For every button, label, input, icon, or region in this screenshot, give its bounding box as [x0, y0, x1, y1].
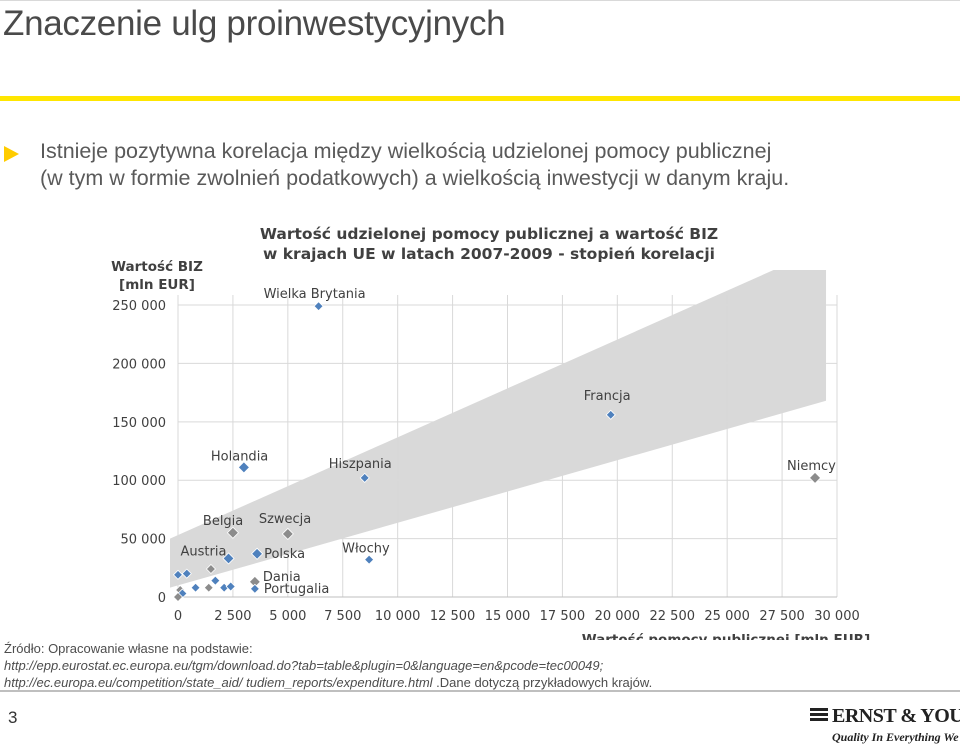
logo-tagline: Quality In Everything We Do: [832, 730, 960, 744]
ernst-young-logo: ERNST & YOUNG Quality In Everything We D…: [808, 704, 960, 744]
top-border: [0, 0, 960, 1]
axis-layer: 0 2 500 5 000 7 500 10 000 12 500 15 000 17 500…: [112, 299, 860, 624]
point-austria: [222, 552, 235, 565]
page-number: 3: [8, 708, 18, 727]
point-label: Szwecja: [259, 512, 311, 527]
source-url-2[interactable]: http://ec.europa.eu/competition/state_ai…: [4, 675, 433, 690]
x-tick-label: 22 500: [650, 609, 696, 624]
x-tick-label: 15 000: [485, 609, 531, 624]
footer-divider: [0, 690, 960, 692]
bullet-line-2: (w tym w formie zwolnień podatkowych) a …: [40, 166, 790, 190]
x-tick-label: 10 000: [375, 609, 421, 624]
point-belgia: [226, 526, 239, 539]
source-label: Źródło: Opracowanie własne na podstawie:: [4, 641, 253, 656]
labels-layer: Wielka Brytania Francja Holandia Hiszpania N…: [181, 287, 837, 597]
point-label: Niemcy: [787, 459, 836, 474]
source-tail: .Dane dotyczą przykładowych krajów.: [432, 675, 653, 690]
point: [210, 575, 221, 586]
y-tick-label: 50 000: [121, 533, 167, 548]
point-niemcy: [808, 471, 822, 484]
y-tick-label: 250 000: [112, 299, 166, 314]
point-label: Włochy: [342, 542, 390, 557]
x-tick-label: 30 000: [814, 609, 860, 624]
logo-bars-icon: [810, 708, 828, 724]
point-label: Francja: [584, 389, 631, 404]
x-tick-label: 7 500: [324, 609, 361, 624]
x-tick-label: 27 500: [759, 609, 805, 624]
x-tick-label: 5 000: [269, 609, 306, 624]
point: [225, 581, 236, 592]
point: [181, 568, 192, 579]
source-note: Źródło: Opracowanie własne na podstawie:…: [4, 640, 724, 691]
point-portugalia: [249, 583, 260, 594]
y-tick-label: 200 000: [112, 357, 166, 372]
x-tick-label: 20 000: [595, 609, 641, 624]
point-włochy: [364, 554, 375, 565]
logo-wordmark: ERNST & YOUNG: [832, 705, 960, 727]
point-francja: [605, 409, 616, 420]
point-label: Hiszpania: [329, 457, 392, 472]
bullet-line-1: Istnieje pozytywna korelacja między wiel…: [40, 139, 772, 163]
chart-title-line-2: w krajach UE w latach 2007-2009 - stopie…: [263, 245, 715, 263]
point-polska: [251, 547, 264, 560]
y-tick-label: 150 000: [112, 416, 166, 431]
point: [172, 591, 184, 603]
bullet-text: Istnieje pozytywna korelacja między wiel…: [40, 138, 940, 192]
point-label: Portugalia: [264, 582, 329, 597]
x-tick-label: 0: [174, 609, 182, 624]
y-axis-label-line-1: Wartość BIZ: [111, 259, 203, 275]
point-label: Holandia: [211, 449, 268, 464]
point-wielka-brytania: [313, 301, 324, 312]
y-tick-label: 0: [158, 591, 166, 606]
point-label: Belgia: [203, 514, 243, 529]
y-tick-label: 100 000: [112, 474, 166, 489]
x-tick-label: 25 000: [704, 609, 750, 624]
scatter-chart: 0 2 500 5 000 7 500 10 000 12 500 15 000 17 500…: [111, 225, 871, 640]
point-label: Austria: [181, 544, 227, 559]
x-axis-label: Wartość pomocy publicznej [mln EUR]: [582, 632, 871, 640]
point: [205, 563, 217, 575]
title-underline: [0, 96, 960, 101]
source-url-1[interactable]: http://epp.eurostat.ec.europa.eu/tgm/dow…: [4, 658, 604, 673]
chart-title-line-1: Wartość udzielonej pomocy publicznej a w…: [260, 225, 718, 243]
point-label: Polska: [264, 547, 305, 562]
bullet-arrow-icon: [4, 146, 19, 162]
x-tick-label: 2 500: [214, 609, 251, 624]
point: [203, 582, 214, 593]
grid-layer: [177, 295, 838, 598]
points-layer: [172, 301, 822, 603]
point-label: Dania: [263, 570, 301, 585]
point: [172, 569, 184, 580]
point-label: Wielka Brytania: [264, 287, 366, 302]
point-holandia: [237, 461, 250, 474]
point: [190, 582, 201, 593]
correlation-band-layer: [170, 270, 827, 588]
y-axis-label-line-2: [mln EUR]: [119, 277, 195, 293]
correlation-band: [170, 270, 827, 588]
point-hiszpania: [359, 472, 370, 483]
slide-title: Znaczenie ulg proinwestycyjnych: [3, 4, 506, 43]
point-szwecja: [281, 527, 294, 541]
x-tick-label: 12 500: [430, 609, 476, 624]
x-tick-label: 17 500: [540, 609, 586, 624]
